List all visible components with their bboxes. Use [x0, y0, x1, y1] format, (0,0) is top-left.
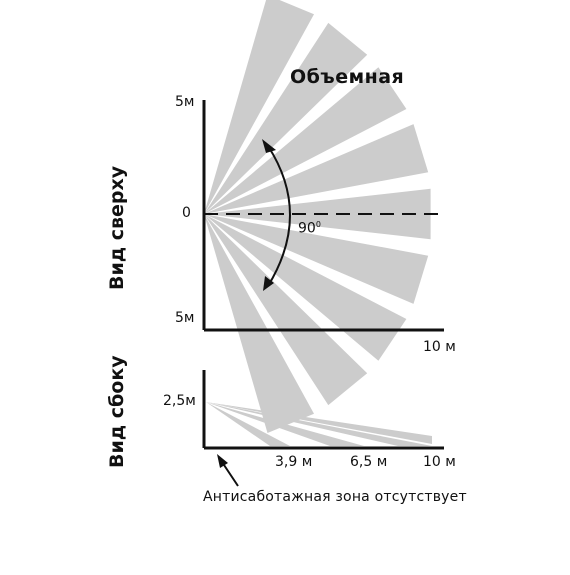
side-view-tick-1: 3,9 м [275, 454, 313, 470]
top-view-beam [204, 214, 368, 406]
top-view-beam [204, 124, 429, 214]
pointer-arrow-head-icon [217, 454, 228, 468]
arc-arrow-top-icon [262, 139, 276, 153]
side-view-beam [206, 402, 290, 446]
top-view-label: Вид сверху [106, 165, 128, 290]
side-view-tick-3: 10 м [423, 454, 456, 470]
side-view-beams [206, 402, 432, 446]
top-view-beam [204, 67, 407, 214]
top-view-y-top-tick: 5м [175, 94, 195, 110]
diagram-title: Объемная [290, 66, 405, 88]
side-view-beam [206, 402, 364, 446]
side-view-label: Вид сбоку [106, 355, 128, 468]
top-view-y-mid-tick: 0 [182, 205, 191, 221]
top-view-beam [204, 214, 314, 433]
side-view-height-tick: 2,5м [163, 393, 196, 409]
top-view-y-bottom-tick: 5м [175, 310, 195, 326]
side-view-tick-2: 6,5 м [350, 454, 388, 470]
angle-arc [267, 145, 291, 287]
top-view-beam [204, 214, 407, 361]
side-view-beam [206, 402, 432, 444]
arc-arrow-bottom-icon [263, 276, 274, 291]
top-view-beam [204, 0, 314, 214]
top-view-beam [204, 22, 368, 215]
top-view-beam [204, 214, 429, 304]
top-view-x-end-tick: 10 м [423, 339, 456, 355]
top-view-fan [204, 0, 431, 433]
side-view-beam [206, 402, 432, 446]
pointer-arrow-line [221, 461, 239, 487]
angle-label: 900 [298, 220, 321, 237]
anti-sabotage-note: Антисаботажная зона отсутствует [203, 489, 467, 505]
